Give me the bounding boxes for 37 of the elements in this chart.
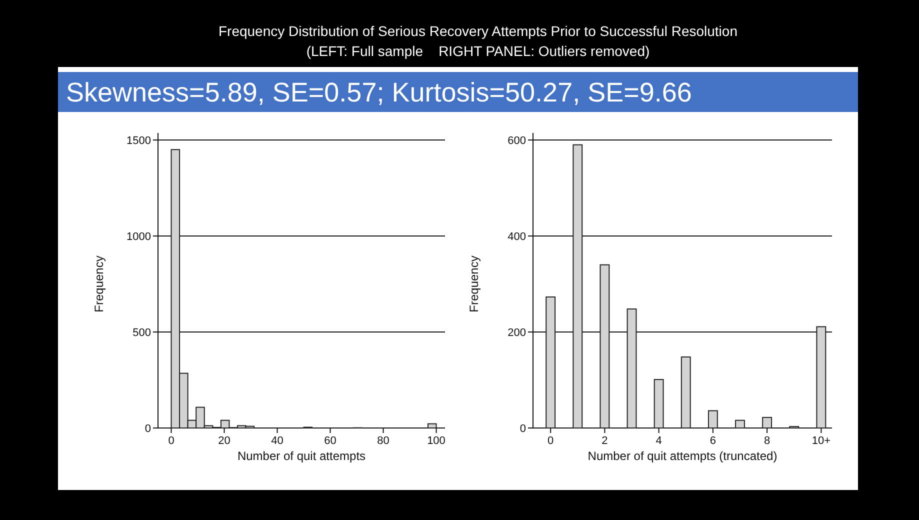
x-tick-label: 0 <box>168 435 174 447</box>
y-tick-label: 0 <box>520 422 526 435</box>
x-axis-title: Number of quit attempts (truncated) <box>588 449 778 463</box>
bar <box>572 144 583 428</box>
y-axis-title: Frequency <box>92 256 106 312</box>
x-tick-label: 6 <box>710 435 716 447</box>
bar <box>600 264 610 428</box>
x-tick-label: 0 <box>548 435 554 447</box>
y-tick-label: 500 <box>132 326 151 339</box>
bar <box>680 356 691 428</box>
y-tick-label: 1500 <box>126 134 151 147</box>
bar <box>816 326 826 428</box>
x-tick-label: 10+ <box>812 435 831 447</box>
text: (LEFT: Full sample RIGHT PANEL: Outliers removed) <box>306 43 650 59</box>
y-axis-title: Frequency <box>467 256 481 312</box>
bar <box>626 308 637 428</box>
bar <box>735 420 745 428</box>
x-tick-label: 4 <box>656 435 662 447</box>
x-axis-title: Number of quit attempts <box>237 449 366 463</box>
y-tick-label: 400 <box>508 230 526 243</box>
x-tick-label: 80 <box>377 435 390 447</box>
bar <box>708 410 718 428</box>
text: Frequency Distribution of Serious Recovery Attempts Prior to Successful Resolution <box>218 23 738 39</box>
x-tick-label: 100 <box>427 435 446 447</box>
y-tick-label: 1000 <box>126 230 151 243</box>
bar <box>654 379 664 428</box>
y-tick-label: 0 <box>144 422 151 435</box>
x-tick-label: 8 <box>764 435 770 447</box>
x-tick-label: 60 <box>324 435 336 447</box>
y-tick-label: 600 <box>508 134 526 147</box>
text: Skewness=5.89, SE=0.57; Kurtosis=50.27, SE=9.66 <box>66 77 692 108</box>
bar <box>546 296 556 428</box>
x-tick-label: 2 <box>602 435 608 447</box>
x-tick-label: 40 <box>271 435 284 447</box>
y-tick-label: 200 <box>508 326 526 339</box>
bar <box>762 416 772 428</box>
x-tick-label: 20 <box>218 435 230 447</box>
